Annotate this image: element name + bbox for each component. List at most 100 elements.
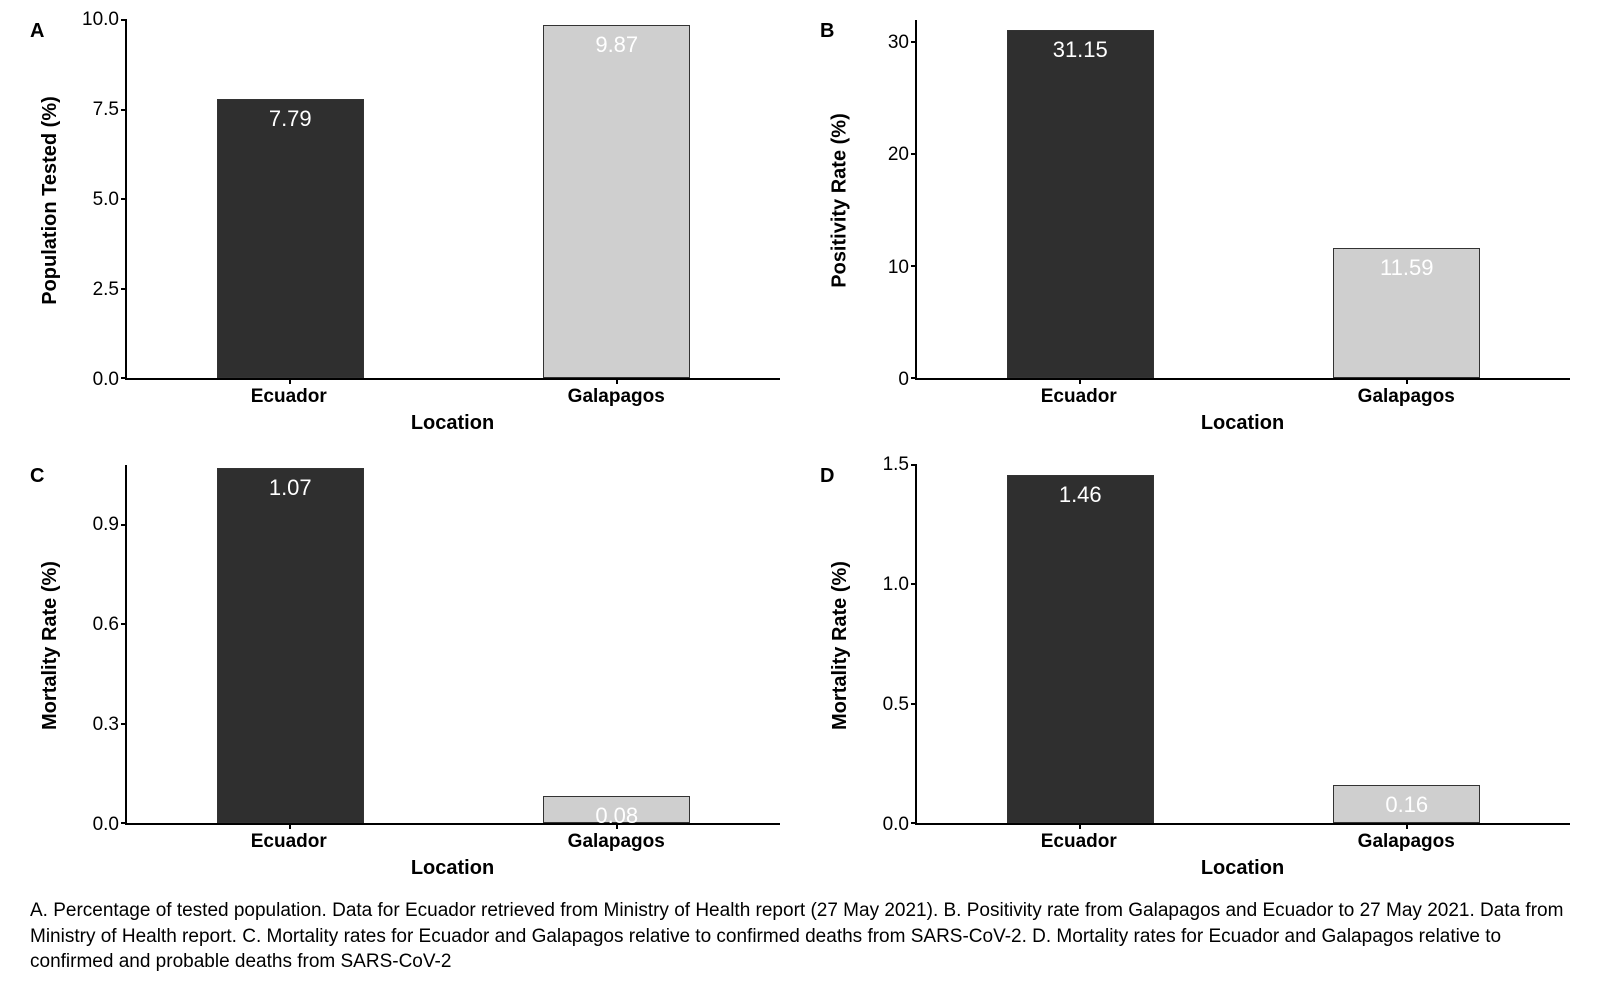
- panel-letter: C: [30, 465, 44, 488]
- ytick-label: 7.5: [93, 99, 119, 121]
- x-category-labels: EcuadorGalapagos: [820, 380, 1570, 410]
- ytick-mark: [121, 19, 127, 21]
- bar-value-label: 9.87: [544, 32, 689, 58]
- ytick-label: 10.0: [82, 9, 119, 31]
- ytick-labels: 0.00.51.01.5: [860, 465, 915, 825]
- chart-row: Mortality Rate (%)0.00.51.01.51.460.16: [820, 465, 1570, 825]
- plot-area: 1.46 0.16: [915, 465, 1570, 825]
- x-category-label: Galapagos: [453, 380, 781, 410]
- ytick-mark: [911, 377, 917, 379]
- x-category-labels: EcuadorGalapagos: [30, 380, 780, 410]
- bar-galapagos: 11.59: [1333, 248, 1480, 378]
- bar-ecuador: 31.15: [1007, 30, 1154, 378]
- panel-a: APopulation Tested (%)0.02.55.07.510.07.…: [30, 20, 780, 435]
- x-category-label: Galapagos: [1243, 380, 1571, 410]
- xtick-mark: [1079, 378, 1081, 384]
- bar-ecuador: 7.79: [217, 99, 364, 378]
- bar-value-label: 1.07: [218, 475, 363, 501]
- y-axis-label: Mortality Rate (%): [829, 561, 852, 730]
- panel-d: DMortality Rate (%)0.00.51.01.51.460.16E…: [820, 465, 1570, 880]
- x-category-label: Ecuador: [125, 380, 453, 410]
- ytick-label: 0: [898, 369, 909, 391]
- bar-value-label: 11.59: [1334, 255, 1479, 281]
- ytick-mark: [911, 265, 917, 267]
- xtick-mark: [1406, 378, 1408, 384]
- ytick-mark: [911, 583, 917, 585]
- ytick-mark: [911, 822, 917, 824]
- ytick-label: 0.3: [93, 714, 119, 736]
- ytick-label: 0.0: [93, 369, 119, 391]
- ytick-mark: [911, 153, 917, 155]
- ytick-labels: 0.00.30.60.9: [70, 465, 125, 825]
- x-category-label: Galapagos: [1243, 825, 1571, 855]
- plot-area: 7.79 9.87: [125, 20, 780, 380]
- ytick-label: 0.9: [93, 514, 119, 536]
- ytick-labels: 0102030: [860, 20, 915, 380]
- ytick-mark: [121, 109, 127, 111]
- ytick-mark: [121, 288, 127, 290]
- panel-b: BPositivity Rate (%)010203031.1511.59Ecu…: [820, 20, 1570, 435]
- ytick-label: 10: [888, 257, 909, 279]
- x-axis-label: Location: [30, 410, 780, 435]
- chart-row: Population Tested (%)0.02.55.07.510.07.7…: [30, 20, 780, 380]
- xtick-mark: [289, 378, 291, 384]
- ytick-label: 20: [888, 144, 909, 166]
- y-axis-label: Positivity Rate (%): [829, 113, 852, 287]
- bar-value-label: 7.79: [218, 106, 363, 132]
- panel-c: CMortality Rate (%)0.00.30.60.91.070.08E…: [30, 465, 780, 880]
- x-axis-label: Location: [820, 410, 1570, 435]
- chart-row: Positivity Rate (%)010203031.1511.59: [820, 20, 1570, 380]
- x-axis-label: Location: [30, 855, 780, 880]
- ytick-mark: [911, 703, 917, 705]
- ylabel-container: Positivity Rate (%): [820, 20, 860, 380]
- bar-ecuador: 1.07: [217, 468, 364, 823]
- bar-galapagos: 9.87: [543, 25, 690, 378]
- panel-letter: D: [820, 465, 834, 488]
- ytick-mark: [121, 623, 127, 625]
- ylabel-container: Mortality Rate (%): [820, 465, 860, 825]
- ylabel-container: Population Tested (%): [30, 20, 70, 380]
- ytick-label: 0.5: [883, 694, 909, 716]
- ytick-label: 1.5: [883, 454, 909, 476]
- ytick-mark: [911, 41, 917, 43]
- xtick-mark: [1079, 823, 1081, 829]
- x-category-labels: EcuadorGalapagos: [820, 825, 1570, 855]
- bar-value-label: 1.46: [1008, 482, 1153, 508]
- y-axis-label: Population Tested (%): [39, 96, 62, 305]
- ytick-labels: 0.02.55.07.510.0: [70, 20, 125, 380]
- ytick-label: 5.0: [93, 189, 119, 211]
- ytick-label: 30: [888, 32, 909, 54]
- figure-caption: A. Percentage of tested population. Data…: [30, 898, 1570, 975]
- bar-galapagos: 0.08: [543, 796, 690, 823]
- x-category-label: Ecuador: [125, 825, 453, 855]
- ytick-mark: [121, 198, 127, 200]
- bar-value-label: 31.15: [1008, 37, 1153, 63]
- chart-grid: APopulation Tested (%)0.02.55.07.510.07.…: [30, 20, 1570, 880]
- ytick-label: 1.0: [883, 574, 909, 596]
- x-category-label: Ecuador: [915, 825, 1243, 855]
- ytick-mark: [121, 822, 127, 824]
- ytick-label: 2.5: [93, 279, 119, 301]
- x-category-label: Ecuador: [915, 380, 1243, 410]
- ylabel-container: Mortality Rate (%): [30, 465, 70, 825]
- bar-galapagos: 0.16: [1333, 785, 1480, 823]
- chart-row: Mortality Rate (%)0.00.30.60.91.070.08: [30, 465, 780, 825]
- x-axis-label: Location: [820, 855, 1570, 880]
- bar-ecuador: 1.46: [1007, 475, 1154, 823]
- xtick-mark: [1406, 823, 1408, 829]
- ytick-mark: [911, 464, 917, 466]
- plot-area: 31.15 11.59: [915, 20, 1570, 380]
- panel-letter: A: [30, 20, 44, 43]
- ytick-mark: [121, 723, 127, 725]
- bar-value-label: 0.16: [1334, 792, 1479, 818]
- plot-area: 1.07 0.08: [125, 465, 780, 825]
- x-category-labels: EcuadorGalapagos: [30, 825, 780, 855]
- ytick-mark: [121, 377, 127, 379]
- ytick-label: 0.6: [93, 614, 119, 636]
- xtick-mark: [616, 823, 618, 829]
- ytick-mark: [121, 524, 127, 526]
- x-category-label: Galapagos: [453, 825, 781, 855]
- ytick-label: 0.0: [93, 814, 119, 836]
- xtick-mark: [289, 823, 291, 829]
- xtick-mark: [616, 378, 618, 384]
